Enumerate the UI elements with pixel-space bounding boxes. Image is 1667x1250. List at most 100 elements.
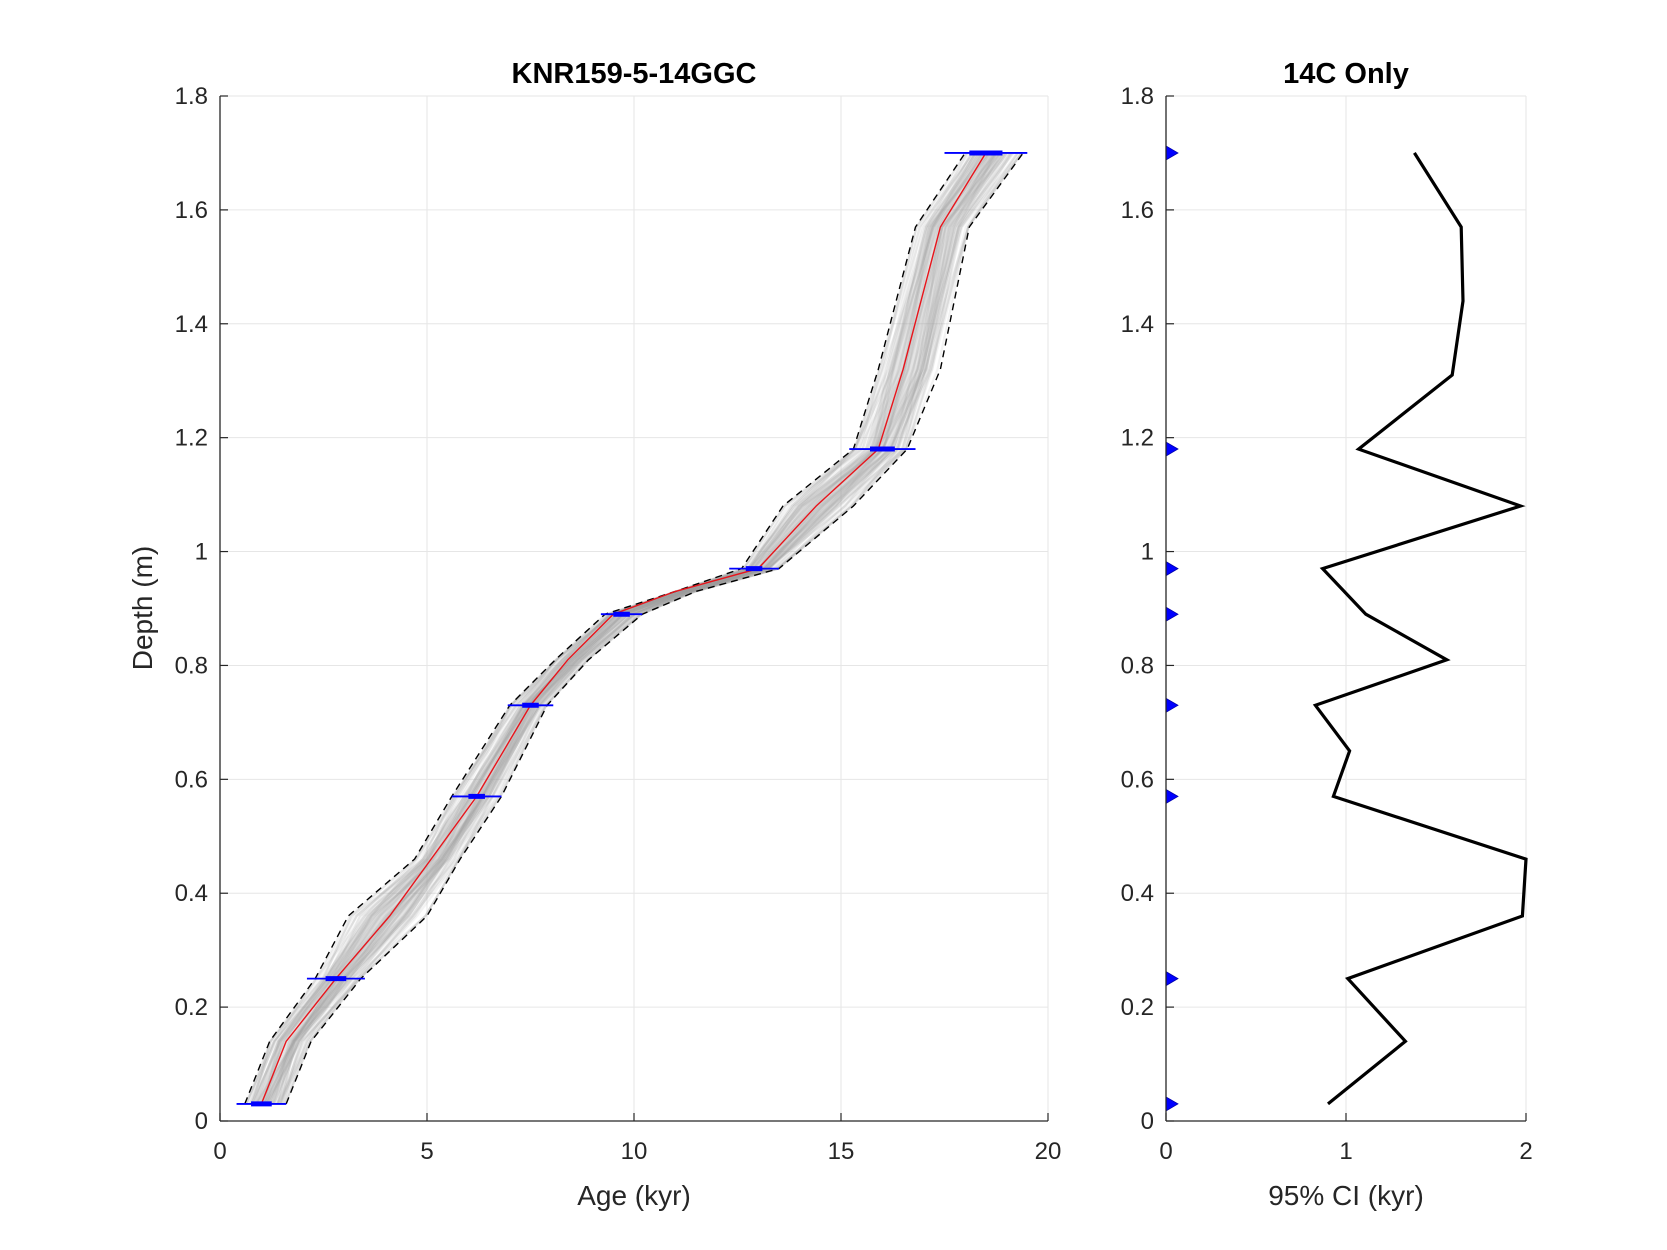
ci-xtick-label: 0 <box>1159 1138 1172 1165</box>
age-depth-ytick-label: 1 <box>195 539 208 566</box>
ci-ytick-label: 1 <box>1141 539 1154 566</box>
ensemble-path <box>254 152 991 1105</box>
age-depth-xtick-label: 5 <box>420 1138 433 1165</box>
ensemble-path <box>265 152 997 1105</box>
ensemble-path <box>262 152 1006 1105</box>
ensemble-path <box>264 152 989 1105</box>
ensemble-path <box>281 152 1009 1105</box>
age-depth-ytick-label: 1.2 <box>175 425 208 452</box>
ensemble-path <box>280 152 1004 1105</box>
depth-axis-label: Depth (m) <box>127 546 158 670</box>
ensemble-path <box>282 152 1008 1105</box>
ci-ytick-label: 0.2 <box>1121 994 1154 1021</box>
ensemble-path <box>264 152 1002 1105</box>
ensemble-path <box>270 152 1005 1105</box>
ensemble-path <box>277 152 1012 1105</box>
ensemble-path <box>249 152 990 1105</box>
ci-panel: 0 1 2 0 0.2 0.4 0.6 0.8 1 1.2 1.4 1.6 1.8 14C Only 9… <box>1121 58 1533 1211</box>
ensemble-path <box>278 152 1023 1105</box>
ci-xtick-label: 2 <box>1519 1138 1532 1165</box>
ci-axis-label: 95% CI (kyr) <box>1268 1180 1424 1211</box>
ensemble-path <box>253 152 981 1105</box>
ensemble-path <box>250 152 976 1105</box>
ci-ytick-label: 0.6 <box>1121 766 1154 793</box>
age-depth-ytick-label: 0 <box>195 1108 208 1135</box>
age-axis-label: Age (kyr) <box>577 1180 691 1211</box>
age-depth-tick-labels: 0 5 10 15 20 0 0.2 0.4 0.6 0.8 1 1.2 1.4 1.6 1.8 <box>175 83 1062 1165</box>
ensemble-path <box>263 152 998 1105</box>
ensemble-path <box>278 152 1023 1105</box>
age-depth-title: KNR159-5-14GGC <box>512 58 757 90</box>
ensemble-path <box>270 152 1002 1105</box>
age-depth-panel: 0 5 10 15 20 0 0.2 0.4 0.6 0.8 1 1.2 1.4 1.6 1.8 KNR15… <box>127 58 1061 1211</box>
ensemble-path <box>253 152 978 1105</box>
ensemble-path <box>258 152 998 1105</box>
ci-ytick-label: 1.4 <box>1121 311 1154 338</box>
lower-bound-line <box>244 152 966 1105</box>
ci-tick-labels: 0 1 2 0 0.2 0.4 0.6 0.8 1 1.2 1.4 1.6 1.8 <box>1121 83 1533 1165</box>
ci-line <box>1312 152 1528 1106</box>
ensemble-path <box>282 152 1012 1105</box>
age-depth-axes <box>219 95 1049 1122</box>
ensemble-path <box>263 152 991 1105</box>
ci-title: 14C Only <box>1283 58 1409 90</box>
ensemble-path <box>250 152 977 1105</box>
age-depth-xtick-label: 15 <box>828 1138 855 1165</box>
ensemble-path <box>262 152 981 1105</box>
ci-ytick-label: 1.8 <box>1121 83 1154 110</box>
ci-axes <box>1165 95 1527 1122</box>
ensemble-path <box>268 152 996 1105</box>
ensemble-path <box>275 152 1012 1105</box>
age-depth-ytick-label: 1.6 <box>175 197 208 224</box>
ensemble-path <box>263 152 986 1105</box>
ensemble-path <box>255 152 972 1105</box>
ensemble-path <box>251 152 977 1105</box>
ci-ytick-label: 0.8 <box>1121 652 1154 679</box>
ensemble-path <box>276 152 1014 1105</box>
ensemble-path <box>284 152 1023 1105</box>
median-line <box>260 152 987 1105</box>
ci-ytick-label: 1.6 <box>1121 197 1154 224</box>
ensemble-path <box>245 152 976 1105</box>
age-depth-ytick-label: 1.8 <box>175 83 208 110</box>
ensemble-path <box>273 152 997 1105</box>
ci-xtick-label: 1 <box>1339 1138 1352 1165</box>
ensemble-path <box>275 152 1015 1105</box>
ensemble-path <box>244 152 970 1105</box>
ensemble-path <box>248 152 969 1105</box>
ensemble-path <box>255 152 984 1105</box>
age-depth-ytick-label: 0.4 <box>175 880 208 907</box>
age-depth-xtick-label: 0 <box>213 1138 226 1165</box>
ensemble-path <box>255 152 995 1105</box>
ensemble-path <box>284 152 1013 1105</box>
ensemble-path <box>264 152 979 1105</box>
age-depth-ytick-label: 0.6 <box>175 766 208 793</box>
age-depth-ytick-label: 0.8 <box>175 652 208 679</box>
radiocarbon-dates <box>236 150 1028 1107</box>
age-depth-xtick-label: 10 <box>621 1138 648 1165</box>
age-depth-ytick-label: 1.4 <box>175 311 208 338</box>
ensemble-path <box>251 152 975 1105</box>
age-depth-xtick-label: 20 <box>1035 1138 1062 1165</box>
ensemble-path <box>244 152 968 1105</box>
ensemble-path <box>279 152 1002 1105</box>
ensemble-path <box>277 152 996 1105</box>
ensemble-core-band <box>252 152 1007 1104</box>
ensemble-path <box>276 152 1008 1105</box>
ci-ytick-label: 0.4 <box>1121 880 1154 907</box>
age-depth-ytick-label: 0.2 <box>175 994 208 1021</box>
ensemble-path <box>279 152 1019 1105</box>
ensemble-path <box>276 152 1021 1105</box>
age-depth-series <box>244 152 1024 1105</box>
ensemble-path <box>272 152 1007 1105</box>
upper-bound-line <box>285 152 1024 1105</box>
ensemble-path <box>276 152 1013 1105</box>
ensemble-path <box>244 152 983 1105</box>
ci-series <box>1312 152 1528 1106</box>
ci-ytick-label: 1.2 <box>1121 425 1154 452</box>
ensemble-path <box>279 152 1023 1105</box>
ci-ytick-label: 0 <box>1141 1108 1154 1135</box>
ensemble-path <box>248 152 968 1105</box>
ensemble-path <box>279 152 1020 1105</box>
